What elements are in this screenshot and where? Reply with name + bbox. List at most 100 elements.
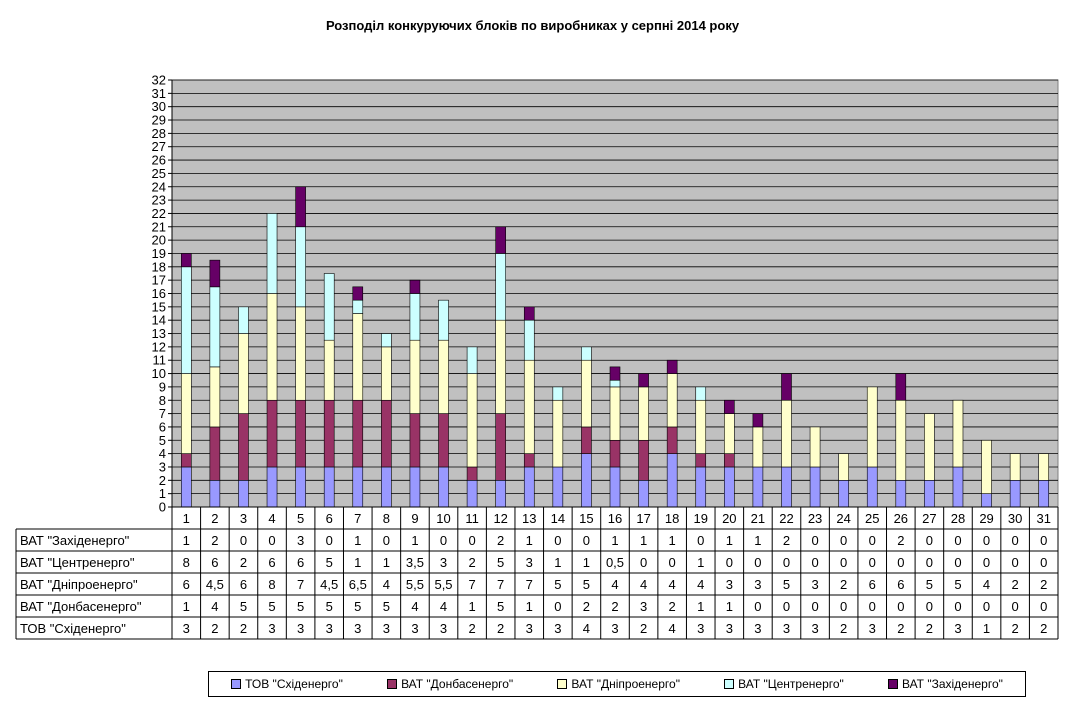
data-label: 1 bbox=[697, 555, 704, 570]
bar-segment bbox=[609, 366, 621, 381]
data-label: 3 bbox=[326, 621, 333, 636]
data-label: 3 bbox=[754, 577, 761, 592]
data-label: 2 bbox=[1040, 577, 1047, 592]
data-label: 2 bbox=[1040, 621, 1047, 636]
data-label: 0 bbox=[840, 555, 847, 570]
y-tick-label: 23 bbox=[152, 193, 166, 208]
data-label: 0 bbox=[726, 555, 733, 570]
data-label: 0 bbox=[754, 599, 761, 614]
bar-segment bbox=[895, 480, 907, 508]
data-label: 4 bbox=[211, 599, 218, 614]
data-label: 3 bbox=[268, 621, 275, 636]
x-tick-label: 29 bbox=[979, 511, 993, 526]
data-label: 0 bbox=[669, 555, 676, 570]
bar-segment bbox=[381, 466, 392, 508]
data-label: 3 bbox=[554, 621, 561, 636]
bar-segment bbox=[381, 333, 392, 348]
x-tick-label: 16 bbox=[608, 511, 622, 526]
data-label: 0 bbox=[640, 555, 647, 570]
legend-item: ВАТ "Центренерго" bbox=[724, 677, 844, 691]
data-label: 5 bbox=[268, 599, 275, 614]
bar-segment bbox=[695, 466, 707, 508]
data-label: 3 bbox=[183, 621, 190, 636]
data-label: 5,5 bbox=[406, 577, 424, 592]
y-tick-label: 8 bbox=[159, 393, 166, 408]
legend-swatch bbox=[888, 679, 898, 689]
bar-segment bbox=[295, 226, 306, 308]
data-label: 1 bbox=[726, 599, 733, 614]
x-tick-label: 20 bbox=[722, 511, 736, 526]
data-label: 2 bbox=[611, 599, 618, 614]
data-label: 0 bbox=[840, 533, 847, 548]
data-label: 1 bbox=[583, 555, 590, 570]
data-label: 6 bbox=[240, 577, 247, 592]
bar-segment bbox=[981, 493, 992, 508]
y-tick-label: 26 bbox=[152, 153, 166, 168]
data-label: 3 bbox=[526, 621, 533, 636]
data-label: 0 bbox=[869, 555, 876, 570]
data-label: 4 bbox=[640, 577, 647, 592]
x-tick-label: 24 bbox=[836, 511, 850, 526]
bar-segment bbox=[724, 453, 735, 468]
bar-segment bbox=[352, 399, 364, 468]
data-label: 7 bbox=[297, 577, 304, 592]
x-tick-label: 9 bbox=[411, 511, 418, 526]
data-label: 5 bbox=[954, 577, 961, 592]
bar-segment bbox=[638, 386, 649, 441]
data-label: 0 bbox=[811, 533, 818, 548]
data-label: 0 bbox=[326, 533, 333, 548]
data-label: 3 bbox=[526, 555, 533, 570]
y-tick-label: 32 bbox=[152, 73, 166, 88]
data-label: 0 bbox=[926, 533, 933, 548]
bar-segment bbox=[466, 466, 478, 481]
data-label: 4 bbox=[983, 577, 990, 592]
y-tick-label: 12 bbox=[152, 339, 166, 354]
data-label: 2 bbox=[1012, 621, 1019, 636]
bar-segment bbox=[752, 466, 764, 508]
y-tick-label: 31 bbox=[152, 86, 166, 101]
data-label: 1 bbox=[383, 555, 390, 570]
legend-item: ТОВ "Східенерго" bbox=[231, 677, 343, 691]
y-tick-label: 6 bbox=[159, 419, 166, 434]
bar-segment bbox=[495, 253, 506, 321]
data-label: 0 bbox=[554, 533, 561, 548]
bar-segment bbox=[438, 466, 449, 508]
y-tick-label: 28 bbox=[152, 126, 166, 141]
x-tick-label: 2 bbox=[211, 511, 218, 526]
bar-segment bbox=[180, 266, 192, 374]
y-tick-label: 20 bbox=[152, 233, 166, 248]
data-label: 1 bbox=[640, 533, 647, 548]
data-label: 0 bbox=[983, 533, 990, 548]
data-label: 5 bbox=[497, 555, 504, 570]
x-tick-label: 5 bbox=[297, 511, 304, 526]
bar-segment bbox=[609, 439, 621, 468]
bar-segment bbox=[609, 466, 621, 508]
data-label: 1 bbox=[411, 533, 418, 548]
data-label: 5 bbox=[497, 599, 504, 614]
x-tick-label: 25 bbox=[865, 511, 879, 526]
y-tick-label: 11 bbox=[153, 353, 167, 368]
bar-segment bbox=[180, 466, 192, 508]
table-row-label: ВАТ "Центренерго" bbox=[20, 555, 135, 570]
data-label: 2 bbox=[669, 599, 676, 614]
bar-segment bbox=[724, 466, 735, 508]
data-label: 1 bbox=[983, 621, 990, 636]
bar-segment bbox=[523, 466, 535, 508]
legend-swatch bbox=[557, 679, 568, 689]
x-tick-label: 17 bbox=[636, 511, 650, 526]
bar-segment bbox=[781, 466, 792, 508]
y-tick-label: 5 bbox=[159, 433, 166, 448]
bar-segment bbox=[952, 466, 964, 508]
data-label: 5 bbox=[583, 577, 590, 592]
data-label: 0 bbox=[268, 533, 275, 548]
x-tick-label: 21 bbox=[751, 511, 765, 526]
bar-segment bbox=[495, 413, 506, 481]
data-label: 0 bbox=[983, 599, 990, 614]
bar-segment bbox=[609, 379, 621, 388]
bar-segment bbox=[724, 413, 735, 454]
x-tick-label: 18 bbox=[665, 511, 679, 526]
bar-segment bbox=[866, 386, 878, 468]
data-label: 7 bbox=[526, 577, 533, 592]
bar-segment bbox=[781, 399, 792, 468]
